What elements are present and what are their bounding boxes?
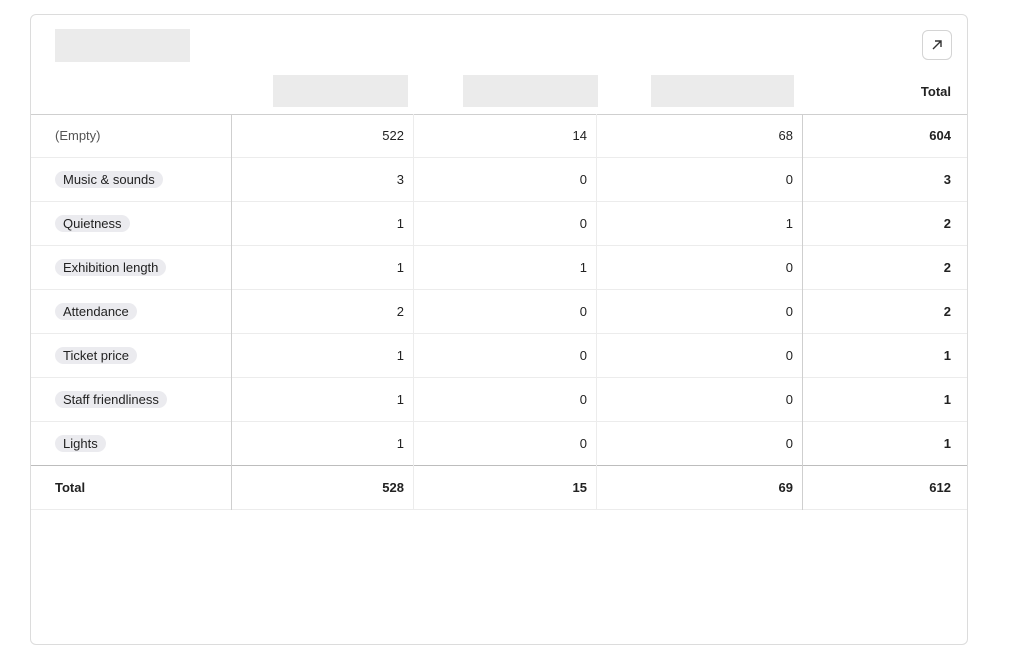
cell: 1 <box>396 436 404 451</box>
tag: Exhibition length <box>55 259 167 276</box>
cell: 0 <box>579 348 587 363</box>
tag: Attendance <box>55 303 137 320</box>
header-divider <box>31 114 967 115</box>
cell: 15 <box>572 480 587 495</box>
cell: 0 <box>579 172 587 187</box>
row-label: Ticket price <box>55 347 137 364</box>
row-divider <box>31 421 967 422</box>
title-placeholder <box>55 29 190 62</box>
column-divider <box>802 114 803 510</box>
cell: 0 <box>785 260 793 275</box>
cell: 0 <box>579 436 587 451</box>
pivot-card: Total (Empty) 522 14 68 604 Music & sounds 3 0 0… <box>30 14 968 645</box>
tag: Music & sounds <box>55 171 163 188</box>
row-label: Music & sounds <box>55 171 163 188</box>
row-total: 2 <box>943 260 951 275</box>
cell: 0 <box>579 216 587 231</box>
cell: 14 <box>572 128 587 143</box>
cell: 1 <box>396 348 404 363</box>
tag: Staff friendliness <box>55 391 167 408</box>
row-divider <box>31 157 967 158</box>
row-total: 3 <box>943 172 951 187</box>
cell: 0 <box>785 172 793 187</box>
cell: 1 <box>396 260 404 275</box>
column-placeholder <box>273 75 408 107</box>
row-divider <box>31 289 967 290</box>
row-divider <box>31 377 967 378</box>
row-label: Lights <box>55 435 106 452</box>
row-label: (Empty) <box>55 128 101 143</box>
cell: 0 <box>579 392 587 407</box>
row-total: 604 <box>929 128 951 143</box>
cell: 0 <box>785 436 793 451</box>
cell: 1 <box>579 260 587 275</box>
cell: 0 <box>785 304 793 319</box>
cell: 1 <box>396 392 404 407</box>
column-placeholder <box>463 75 598 107</box>
expand-icon <box>932 40 942 50</box>
row-total: 2 <box>943 304 951 319</box>
column-placeholder <box>651 75 794 107</box>
row-label: Exhibition length <box>55 259 167 276</box>
row-divider <box>31 245 967 246</box>
cell: 0 <box>785 392 793 407</box>
tag: Ticket price <box>55 347 137 364</box>
expand-button[interactable] <box>922 30 952 60</box>
row-total: 2 <box>943 216 951 231</box>
footer-divider <box>31 465 967 466</box>
row-label: Attendance <box>55 303 137 320</box>
cell: 1 <box>396 216 404 231</box>
cell: 522 <box>382 128 404 143</box>
tag: Lights <box>55 435 106 452</box>
cell: 3 <box>396 172 404 187</box>
row-total: 1 <box>943 348 951 363</box>
row-total: 1 <box>943 436 951 451</box>
column-divider <box>596 114 597 510</box>
row-total: 1 <box>943 392 951 407</box>
column-divider <box>231 114 232 510</box>
column-divider <box>413 114 414 510</box>
cell: 68 <box>778 128 793 143</box>
row-label: Staff friendliness <box>55 391 167 408</box>
cell: 0 <box>579 304 587 319</box>
cell: 0 <box>785 348 793 363</box>
row-label: Quietness <box>55 215 130 232</box>
cell: 2 <box>396 304 404 319</box>
footer-label: Total <box>55 480 86 495</box>
cell: 69 <box>778 480 793 495</box>
row-divider <box>31 201 967 202</box>
cell: 528 <box>382 480 404 495</box>
row-total: 612 <box>929 480 951 495</box>
row-divider <box>31 333 967 334</box>
tag: Quietness <box>55 215 130 232</box>
header-total: Total <box>920 84 951 99</box>
cell: 1 <box>785 216 793 231</box>
row-divider <box>31 509 967 510</box>
